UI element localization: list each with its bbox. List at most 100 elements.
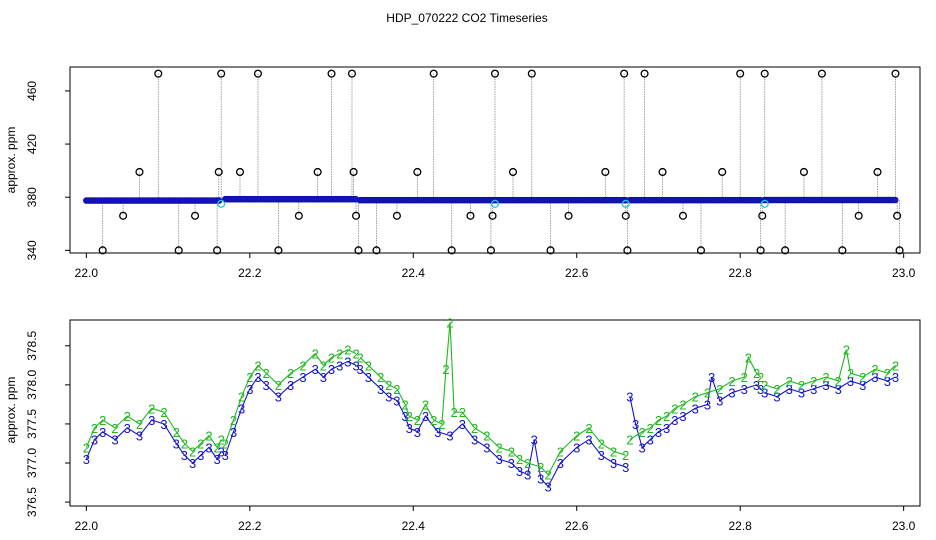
- series-3-point-label: 3: [757, 382, 764, 397]
- series-3-point-label: 3: [884, 374, 891, 389]
- series-3-point-label: 3: [377, 382, 384, 397]
- series-2-point-label: 2: [406, 409, 413, 424]
- series-3-point-label: 3: [136, 429, 143, 444]
- outlier-point: [213, 246, 222, 255]
- series-3-point-label: 3: [531, 433, 538, 448]
- series-2-point-label: 2: [516, 452, 523, 467]
- top-panel: approx. ppm 22.0 22.2 22.4 22.6 22.8 23.0 340 3…: [4, 66, 921, 280]
- outlier-point: [838, 246, 847, 255]
- outlier-point: [893, 211, 902, 220]
- series-3-point-label: 3: [160, 417, 167, 432]
- series-3-point-label: 3: [598, 448, 605, 463]
- bottom-panel-frame: [69, 319, 921, 507]
- series-3-point-label: 3: [516, 464, 523, 479]
- series-3-point-label: 3: [647, 433, 654, 448]
- series-3-point-label: 3: [414, 425, 421, 440]
- calibration-point: [760, 199, 769, 208]
- outlier-point: [429, 69, 438, 78]
- bottom-axes: 22.0 22.2 22.4 22.6 22.8 23.0 376.5 377.0 377.5 3…: [25, 330, 916, 533]
- series-3-point-label: 3: [622, 460, 629, 475]
- series-2-point-label: 2: [422, 397, 429, 412]
- bottom-y-tick-label: 377.0: [25, 448, 39, 478]
- series-2-point-label: 2: [197, 436, 204, 451]
- top-x-tick-label: 22.0: [75, 266, 99, 280]
- series-2-point-label: 2: [741, 370, 748, 385]
- series-3-point-label: 3: [585, 433, 592, 448]
- series-3-point-label: 3: [761, 386, 768, 401]
- outlier-point: [601, 167, 610, 177]
- outlier-point: [347, 69, 357, 78]
- series-2-point-label: 2: [859, 370, 866, 385]
- series-3-line: [85, 419, 222, 464]
- series-2-point-label: 2: [638, 425, 645, 440]
- series-3-point-label: 3: [446, 429, 453, 444]
- top-x-tick-label: 22.8: [729, 266, 753, 280]
- top-axes: 22.0 22.2 22.4 22.6 22.8 23.0 340 380 420 460: [25, 81, 916, 280]
- series-3-point-label: 3: [299, 370, 306, 385]
- series-3-point-label: 3: [545, 479, 552, 494]
- series-2-point-label: 2: [557, 444, 564, 459]
- series-2-point-label: 2: [716, 382, 723, 397]
- series-2-point-label: 2: [385, 378, 392, 393]
- series-3-point-label: 3: [401, 409, 408, 424]
- outlier-point: [154, 69, 163, 78]
- outlier-point: [354, 246, 363, 255]
- series-2-point-label: 2: [344, 343, 351, 358]
- outlier-point: [294, 211, 303, 220]
- series-2-point-label: 2: [663, 409, 670, 424]
- series-2-point-label: 2: [377, 370, 384, 385]
- top-y-tick-label: 420: [25, 134, 39, 154]
- outlier-point: [327, 69, 336, 78]
- series-2-point-label: 2: [352, 347, 359, 362]
- series-3-point-label: 3: [111, 433, 118, 448]
- outlier-point: [620, 69, 629, 78]
- series-2-point-label: 2: [573, 429, 580, 444]
- series-3-point-label: 3: [508, 456, 515, 471]
- series-3-point-label: 3: [336, 358, 343, 373]
- outlier-point: [174, 246, 183, 255]
- series-2-point-label: 2: [471, 421, 478, 436]
- series-3-point-label: 3: [422, 409, 429, 424]
- series-2-point-label: 2: [745, 351, 752, 366]
- series-3-point-label: 3: [557, 456, 564, 471]
- series-2-point-label: 2: [91, 421, 98, 436]
- series-3-point-label: 3: [741, 382, 748, 397]
- bottom-y-axis-label: approx. ppm: [4, 377, 18, 444]
- series-2-point-label: 2: [222, 436, 229, 451]
- outlier-point: [235, 167, 245, 177]
- outlier-point: [447, 246, 456, 255]
- outlier-point: [119, 211, 128, 220]
- series-3-point-label: 3: [632, 417, 639, 432]
- series-2-point-label: 2: [483, 429, 490, 444]
- outlier-point: [135, 167, 144, 177]
- series-2-point-label: 2: [438, 417, 445, 432]
- outlier-point: [313, 167, 322, 177]
- outlier-point: [190, 211, 200, 220]
- series-2-point-label: 2: [83, 440, 90, 455]
- series-3-point-label: 3: [365, 370, 372, 385]
- series-3-line: [224, 360, 357, 456]
- series-2-line: [764, 349, 896, 390]
- series-2-point-label: 2: [414, 413, 421, 428]
- series-3-point-label: 3: [197, 448, 204, 463]
- series-3-point-label: 3: [892, 370, 899, 385]
- outlier-point: [854, 211, 863, 220]
- series-3-point-label: 3: [230, 425, 237, 440]
- series-3-point-label: 3: [357, 362, 364, 377]
- bottom-panel: approx. ppm 22.0 22.2 22.4 22.6 22.8 23.0 376.…: [4, 315, 921, 533]
- calibration-point: [490, 199, 500, 208]
- outlier-point: [781, 246, 790, 255]
- series-2-point-label: 2: [459, 405, 466, 420]
- series-2-point-label: 2: [495, 440, 502, 455]
- outlier-point: [760, 69, 769, 78]
- series-3-point-label: 3: [495, 452, 502, 467]
- series-2-point-label: 2: [299, 358, 306, 373]
- series-2-point-label: 2: [679, 397, 686, 412]
- outlier-point: [736, 69, 745, 78]
- series-2-point-label: 2: [401, 397, 408, 412]
- series-2-point-label: 2: [871, 362, 878, 377]
- series-2-point-label: 2: [835, 374, 842, 389]
- outlier-point: [564, 211, 573, 220]
- series-3-point-label: 3: [638, 440, 645, 455]
